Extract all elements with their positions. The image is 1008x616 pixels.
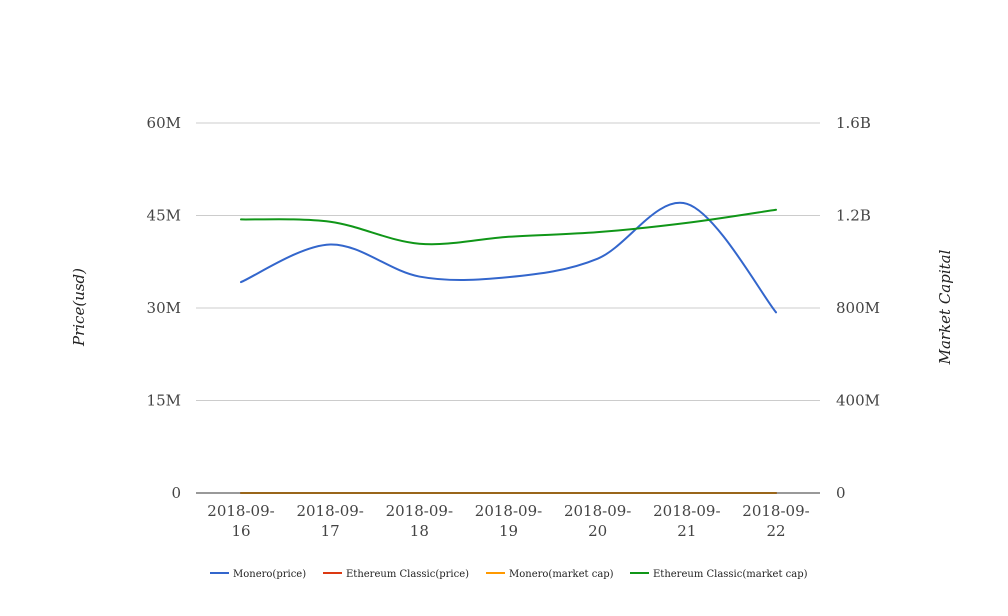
y-tick-label: 45M: [147, 207, 181, 225]
x-tick-label: 2018-09-19: [475, 502, 542, 540]
y2-tick-label: 800M: [836, 299, 880, 317]
y-tick-label: 0: [171, 484, 181, 502]
x-tick-label: 2018-09-20: [564, 502, 631, 540]
y-tick-label: 30M: [147, 299, 181, 317]
x-tick-label: 2018-09-22: [742, 502, 809, 540]
y2-tick-label: 400M: [836, 392, 880, 410]
x-tick-label: 2018-09-21: [653, 502, 720, 540]
y2-tick-label: 1.2B: [836, 207, 871, 225]
legend-label: Monero(price): [233, 569, 306, 580]
legend-label: Ethereum Classic(price): [346, 569, 469, 580]
y2-axis-title: Market Capital: [936, 249, 954, 365]
x-tick-label: 2018-09-17: [296, 502, 363, 540]
legend-label: Ethereum Classic(market cap): [653, 569, 808, 580]
series-line-monero-price: [240, 201, 777, 314]
y-tick-label: 60M: [147, 114, 181, 132]
gridlines: [196, 122, 820, 401]
y-axis-title: Price(usd): [70, 268, 88, 347]
y2-tick-label: 1.6B: [836, 114, 871, 132]
plot-area: [240, 201, 777, 495]
y-tick-label: 15M: [147, 392, 181, 410]
x-tick-label: 2018-09-16: [207, 502, 274, 540]
series-line-ethereum-classic-market-cap: [240, 208, 777, 246]
legend: Monero(price) Ethereum Classic(price) Mone…: [210, 569, 808, 580]
y2-tick-label: 0: [836, 484, 846, 502]
x-tick-label: 2018-09-18: [386, 502, 453, 540]
legend-label: Monero(market cap): [509, 569, 614, 580]
axes: 0 15M 30M 45M 60M 0 400M 800M 1.2B 1.6B 2018-09-16…: [70, 114, 954, 540]
